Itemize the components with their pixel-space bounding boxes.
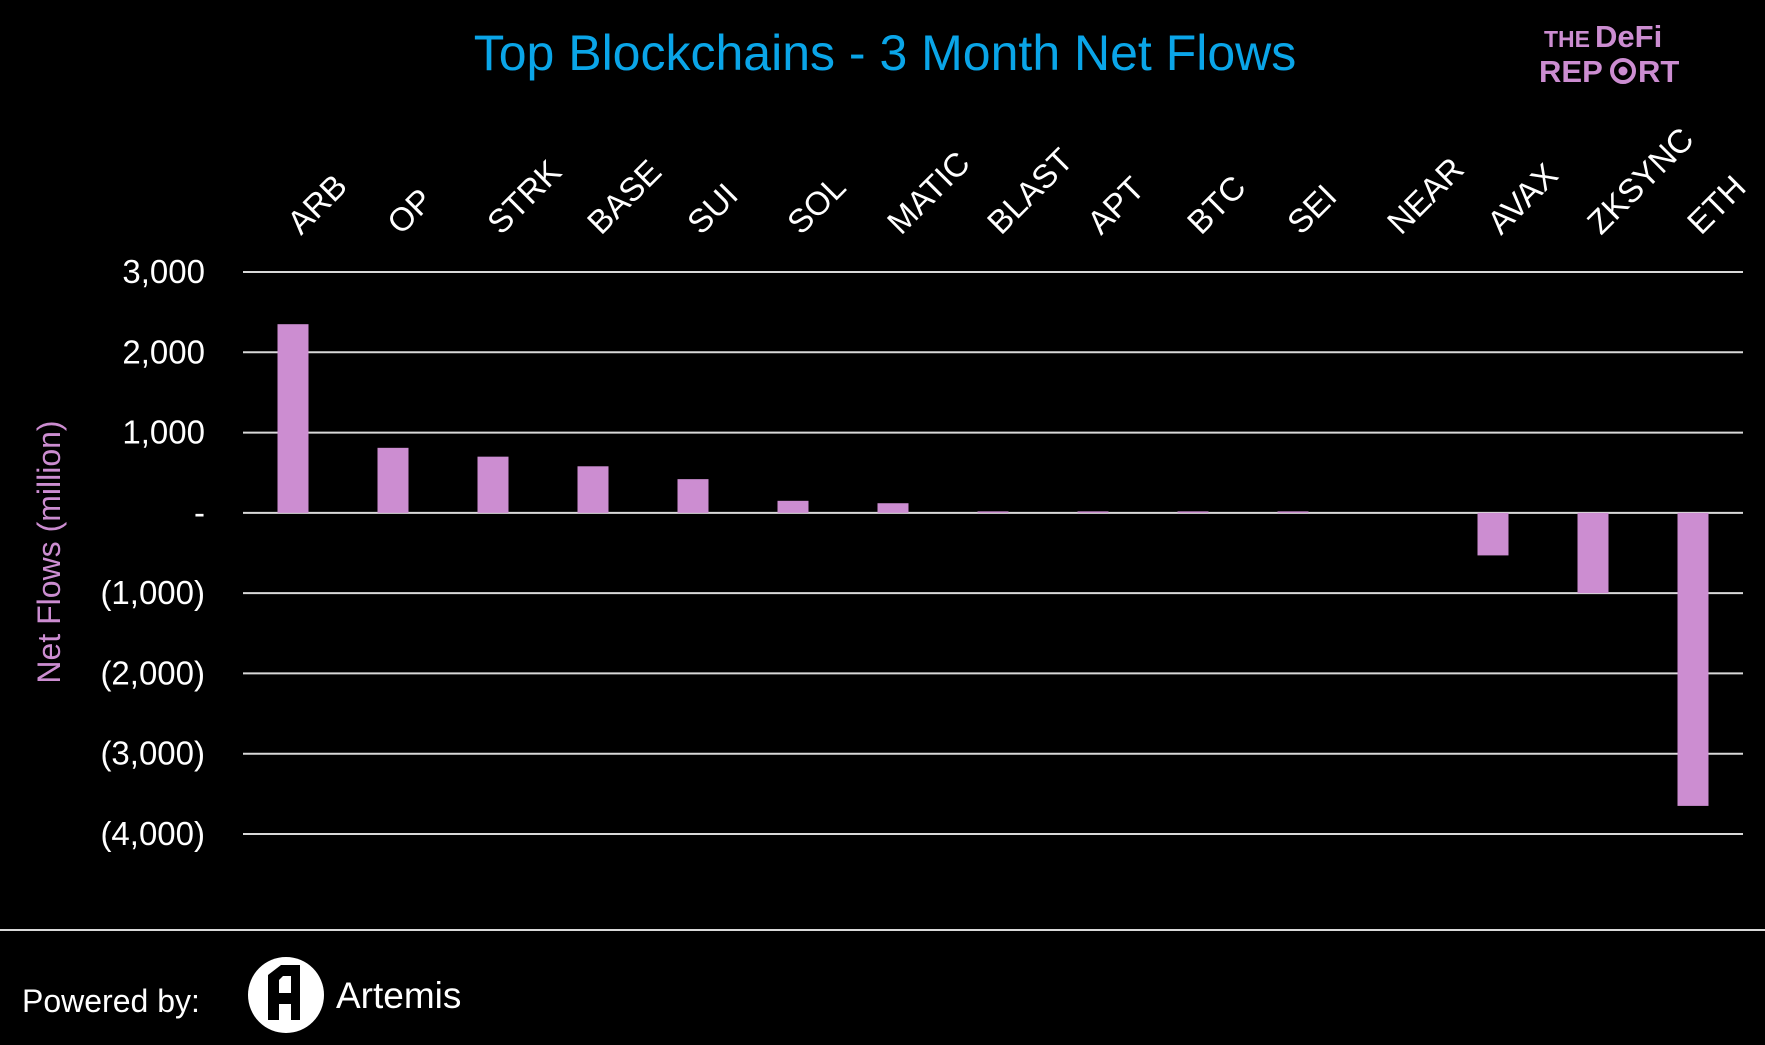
bar-eth [1677,512,1709,806]
chart-title: Top Blockchains - 3 Month Net Flows [474,25,1297,81]
bar-sol [777,500,809,513]
bar-btc [1177,511,1209,513]
bar-blast [977,511,1009,513]
bars [277,324,1709,806]
artemis-logo-icon [248,957,324,1033]
y-axis-ticks: 3,000 2,000 1,000 - (1,000) (2,000) (3,000) (4,… [100,253,205,852]
y-tick-label: (3,000) [100,735,205,772]
y-tick-label: (4,000) [100,815,205,852]
bar-op [377,447,409,513]
bar-zksync [1577,512,1609,594]
y-tick-label: (1,000) [100,574,205,611]
bar-apt [1077,511,1109,513]
bar-sui [677,479,709,513]
bar-sei [1277,511,1309,513]
y-tick-label: 2,000 [122,333,205,370]
y-tick-label: 3,000 [122,253,205,290]
y-tick-label: 1,000 [122,414,205,451]
y-tick-label: (2,000) [100,654,205,691]
powered-by-text: Powered by: [22,983,200,1019]
logo-rep: REP [1539,54,1603,89]
y-axis-label: Net Flows (million) [31,420,67,683]
defi-report-logo: THE DeFi REP RT [1539,19,1679,89]
logo-rt: RT [1638,54,1679,89]
y-tick-label: - [194,494,205,531]
bar-avax [1477,512,1509,556]
logo-defi: DeFi [1595,19,1662,54]
bar-base [577,466,609,513]
artemis-brand-text: Artemis [336,975,461,1016]
logo-the: THE [1544,26,1590,52]
target-icon [1610,58,1636,84]
bar-arb [277,324,309,513]
bar-strk [477,456,509,513]
bar-matic [877,503,909,513]
